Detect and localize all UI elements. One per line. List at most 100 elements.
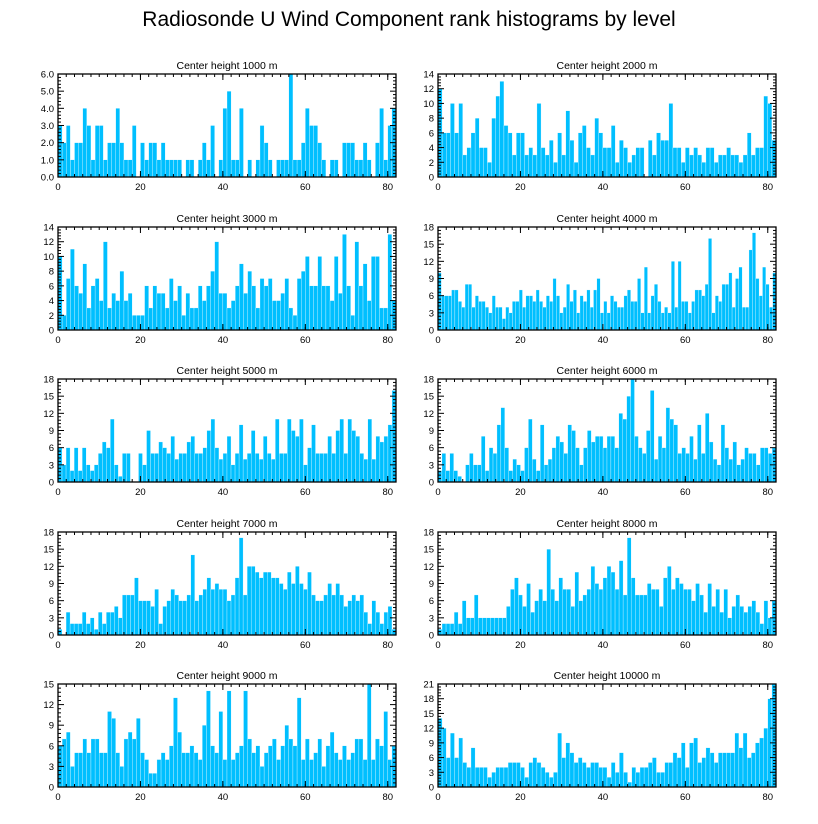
y-tick-label: 6 <box>429 596 434 607</box>
bar <box>185 159 191 178</box>
bar <box>70 248 75 331</box>
bar <box>166 453 171 483</box>
y-tick-label: 1.0 <box>41 155 54 166</box>
bar <box>708 238 712 331</box>
bar <box>674 306 679 331</box>
bar <box>111 293 116 331</box>
bar <box>681 301 685 331</box>
x-tick-label: 0 <box>435 792 440 803</box>
bar <box>506 606 511 636</box>
bar <box>752 232 756 331</box>
bar <box>150 453 155 483</box>
bar <box>329 731 335 788</box>
bar <box>590 566 596 636</box>
bar <box>230 594 236 636</box>
bar <box>734 732 740 788</box>
bar <box>69 623 75 636</box>
bar <box>169 159 174 178</box>
bar <box>152 285 158 331</box>
panel-title: Center height 10000 m <box>554 670 661 682</box>
x-tick-label: 40 <box>598 182 609 193</box>
bar <box>127 159 133 178</box>
bar <box>561 154 566 178</box>
axes-frame <box>437 73 777 178</box>
bar <box>552 278 557 331</box>
x-tick-label: 40 <box>598 335 609 346</box>
bar <box>263 752 269 788</box>
bar <box>359 594 364 636</box>
bar <box>375 738 380 788</box>
x-tick-label: 20 <box>515 182 526 193</box>
bar <box>362 142 368 178</box>
bar <box>507 762 513 788</box>
x-tick-label: 20 <box>135 792 146 803</box>
bar <box>752 453 757 483</box>
bar <box>709 441 714 483</box>
bar <box>623 147 628 178</box>
bar <box>242 458 248 483</box>
x-tick-label: 60 <box>300 335 311 346</box>
bar <box>540 147 546 178</box>
bar <box>107 307 112 331</box>
bar <box>454 757 459 788</box>
panel-title: Center height 3000 m <box>177 213 278 225</box>
bar <box>280 293 285 331</box>
y-tick-label: 15 <box>43 545 54 556</box>
bar <box>301 142 306 178</box>
bar <box>557 732 562 788</box>
bar <box>474 594 479 636</box>
bar <box>474 767 480 788</box>
panel-title: Center height 4000 m <box>557 213 658 225</box>
bar <box>169 745 174 788</box>
bar <box>479 147 484 178</box>
bar <box>681 162 686 178</box>
bar <box>342 234 347 331</box>
bar <box>156 159 162 178</box>
y-tick-label: 12 <box>43 562 54 573</box>
bar <box>140 315 145 331</box>
bar <box>174 458 179 483</box>
bar <box>354 159 360 178</box>
bar <box>573 289 577 331</box>
bar <box>606 566 612 636</box>
y-tick-label: 12 <box>43 409 54 420</box>
bar <box>657 436 663 483</box>
y-tick-label: 5.0 <box>41 87 54 98</box>
bar <box>518 594 523 636</box>
bar <box>610 436 616 483</box>
bar <box>630 378 635 483</box>
y-tick-label: 3 <box>49 613 54 624</box>
bar <box>610 762 616 788</box>
bar <box>679 583 684 636</box>
panel-9: Center height 9000 m 0 20 40 60 80 0 3 6 9 12 15 <box>43 670 397 803</box>
bar <box>677 453 682 483</box>
x-tick-label: 40 <box>218 335 229 346</box>
bar <box>162 447 167 483</box>
bar <box>565 110 571 178</box>
bar <box>701 295 706 331</box>
bar <box>144 159 149 178</box>
bar <box>69 470 75 483</box>
bar <box>198 594 204 636</box>
bar <box>280 745 285 788</box>
x-tick-label: 20 <box>135 335 146 346</box>
x-tick-label: 80 <box>382 792 393 803</box>
bar <box>78 752 83 788</box>
bar <box>698 289 702 331</box>
bar <box>160 142 166 178</box>
bar <box>714 162 719 178</box>
bar <box>206 577 212 636</box>
bar <box>383 711 388 788</box>
bar <box>90 285 96 331</box>
bar <box>586 589 592 636</box>
y-tick-label: 0.0 <box>41 173 54 184</box>
bar <box>327 583 332 636</box>
bar <box>119 270 125 331</box>
bar <box>595 436 600 483</box>
bar <box>711 312 716 331</box>
bar <box>496 424 502 483</box>
bar <box>555 436 560 483</box>
bar <box>74 285 79 331</box>
bar <box>558 577 563 636</box>
bar <box>444 295 449 331</box>
